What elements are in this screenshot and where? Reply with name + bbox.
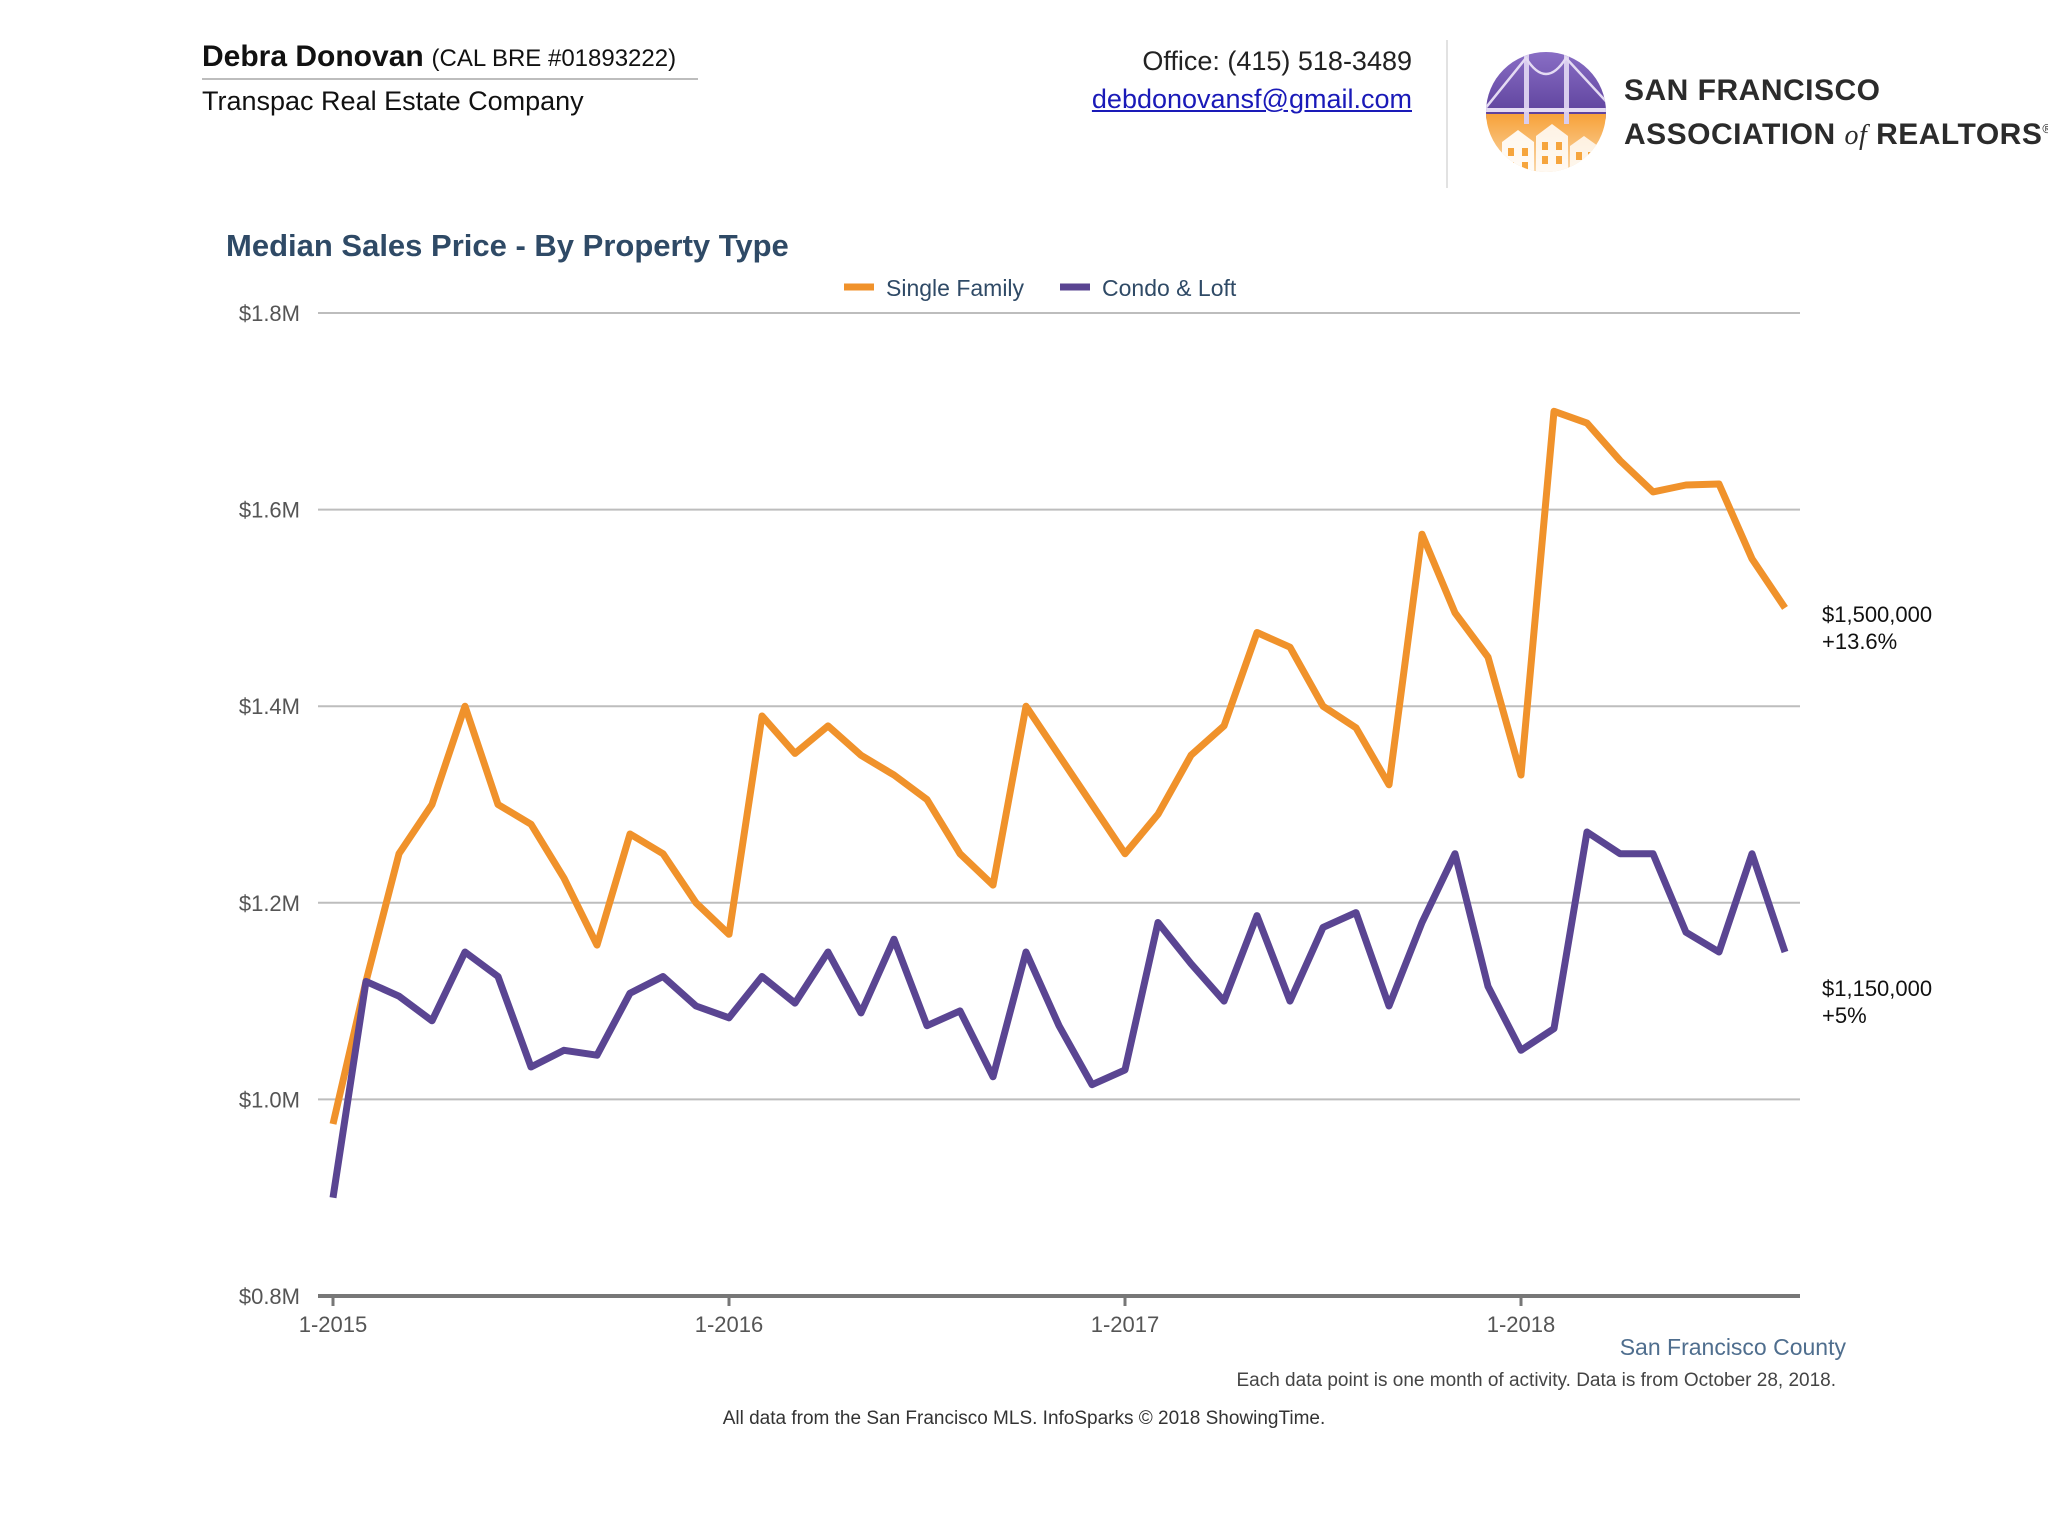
logo-line-2-association: ASSOCIATION	[1624, 118, 1836, 151]
y-tick-label: $1.6M	[239, 498, 300, 523]
logo-line-2: ASSOCIATION of REALTORS®	[1624, 110, 2048, 155]
contact-block: Office: (415) 518-3489 debdonovansf@gmai…	[1092, 42, 1412, 118]
legend-label-condo-loft: Condo & Loft	[1102, 275, 1237, 301]
logo-line-2-realtors: REALTORS	[1876, 118, 2043, 151]
legend-label-single-family: Single Family	[886, 275, 1025, 301]
agent-block: Debra Donovan (CAL BRE #01893222) Transp…	[202, 40, 698, 117]
y-tick-label: $1.2M	[239, 891, 300, 916]
series-line-single-family	[329, 407, 1788, 1125]
x-tick-label: 1-2015	[299, 1312, 368, 1337]
end-change-label: +13.6%	[1822, 629, 1897, 654]
logo-wordmark: SAN FRANCISCO ASSOCIATION of REALTORS®	[1624, 72, 2048, 155]
office-phone: Office: (415) 518-3489	[1142, 46, 1412, 76]
y-tick-label: $1.8M	[239, 301, 300, 326]
series-line-condo-loft	[329, 828, 1789, 1199]
y-tick-label: $1.4M	[239, 694, 300, 719]
y-tick-label: $1.0M	[239, 1087, 300, 1112]
logo-line-2-of: of	[1844, 120, 1868, 151]
region-label: San Francisco County	[1619, 1334, 1846, 1360]
header-divider	[1446, 40, 1448, 188]
x-tick-label: 1-2017	[1091, 1312, 1160, 1337]
data-note: Each data point is one month of activity…	[1236, 1370, 1836, 1391]
end-value-label: $1,150,000	[1822, 976, 1932, 1001]
end-value-label: $1,500,000	[1822, 602, 1932, 627]
email-link[interactable]: debdonovansf@gmail.com	[1091, 84, 1412, 114]
agent-name-line: Debra Donovan (CAL BRE #01893222)	[202, 40, 698, 74]
golden-gate-bridge-houses-logo-icon	[1486, 52, 1606, 172]
logo-line-1: SAN FRANCISCO	[1624, 74, 1881, 107]
y-tick-label: $0.8M	[239, 1284, 300, 1309]
chart-title: Median Sales Price - By Property Type	[226, 228, 789, 263]
sfar-logo: SAN FRANCISCO ASSOCIATION of REALTORS®	[1484, 50, 2048, 180]
end-change-label: +5%	[1822, 1003, 1867, 1028]
data-credit: All data from the San Francisco MLS. Inf…	[722, 1408, 1326, 1429]
x-tick-label: 1-2016	[695, 1312, 764, 1337]
agent-name: Debra Donovan	[202, 40, 424, 73]
agent-underline-divider	[202, 78, 698, 80]
agent-license: (CAL BRE #01893222)	[431, 45, 677, 72]
x-tick-label: 1-2018	[1487, 1312, 1556, 1337]
logo-registered-mark: ®	[2042, 121, 2048, 136]
agent-company: Transpac Real Estate Company	[202, 86, 584, 116]
